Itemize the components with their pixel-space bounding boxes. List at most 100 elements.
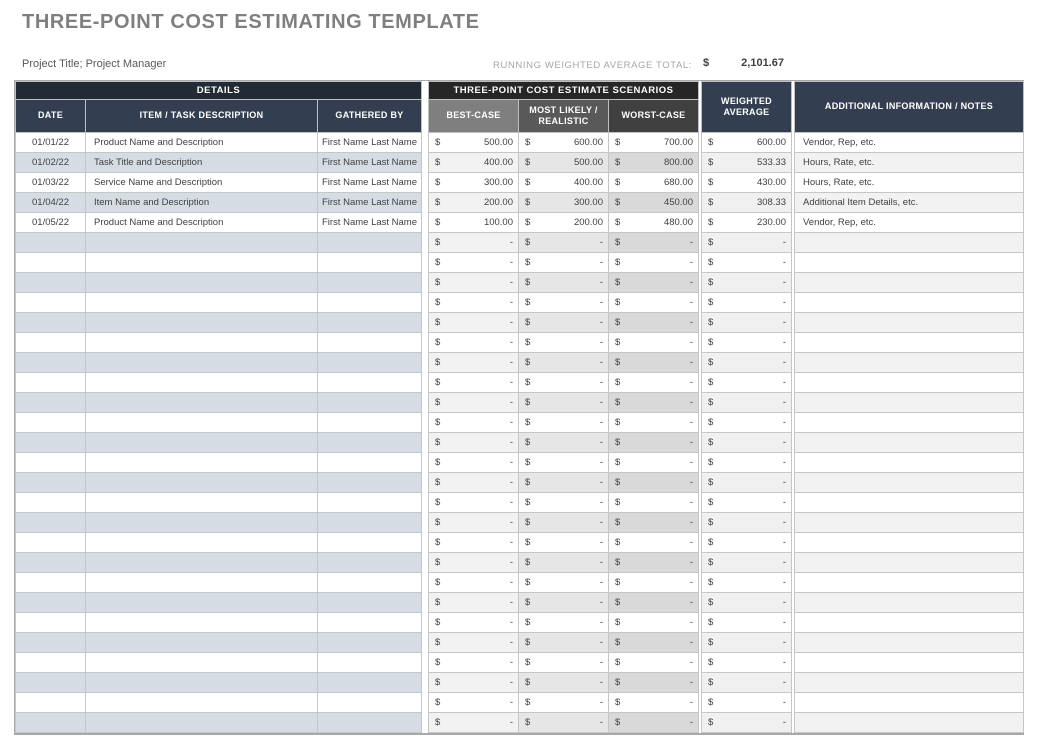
best-case-cell[interactable]: $ - xyxy=(428,412,519,433)
worst-case-cell[interactable]: $ - xyxy=(608,712,699,733)
weighted-average-cell[interactable]: $ - xyxy=(701,472,792,493)
item-description-cell[interactable] xyxy=(85,312,318,333)
best-case-cell[interactable]: $ - xyxy=(428,632,519,653)
worst-case-cell[interactable]: $ - xyxy=(608,492,699,513)
item-description-cell[interactable]: Product Name and Description xyxy=(85,132,318,153)
date-cell[interactable]: 01/02/22 xyxy=(15,152,86,173)
worst-case-cell[interactable]: $ - xyxy=(608,452,699,473)
notes-cell[interactable] xyxy=(794,252,1024,273)
notes-cell[interactable] xyxy=(794,352,1024,373)
weighted-average-cell[interactable]: $ - xyxy=(701,712,792,733)
most-likely-cell[interactable]: $ - xyxy=(518,332,609,353)
weighted-average-cell[interactable]: $ - xyxy=(701,592,792,613)
worst-case-cell[interactable]: $ - xyxy=(608,512,699,533)
worst-case-cell[interactable]: $ - xyxy=(608,532,699,553)
worst-case-cell[interactable]: $700.00 xyxy=(608,132,699,153)
gathered-by-cell[interactable] xyxy=(317,252,422,273)
date-cell[interactable] xyxy=(15,372,86,393)
gathered-by-cell[interactable]: First Name Last Name xyxy=(317,132,422,153)
worst-case-cell[interactable]: $480.00 xyxy=(608,212,699,233)
best-case-cell[interactable]: $ - xyxy=(428,572,519,593)
item-description-cell[interactable]: Service Name and Description xyxy=(85,172,318,193)
weighted-average-cell[interactable]: $ - xyxy=(701,552,792,573)
date-cell[interactable] xyxy=(15,452,86,473)
most-likely-cell[interactable]: $600.00 xyxy=(518,132,609,153)
item-description-cell[interactable] xyxy=(85,612,318,633)
item-description-cell[interactable] xyxy=(85,412,318,433)
item-description-cell[interactable] xyxy=(85,372,318,393)
best-case-cell[interactable]: $ - xyxy=(428,272,519,293)
date-cell[interactable] xyxy=(15,632,86,653)
best-case-cell[interactable]: $ - xyxy=(428,692,519,713)
gathered-by-cell[interactable] xyxy=(317,532,422,553)
most-likely-cell[interactable]: $200.00 xyxy=(518,212,609,233)
most-likely-cell[interactable]: $ - xyxy=(518,232,609,253)
weighted-average-cell[interactable]: $ - xyxy=(701,652,792,673)
notes-cell[interactable] xyxy=(794,592,1024,613)
gathered-by-cell[interactable] xyxy=(317,692,422,713)
best-case-cell[interactable]: $ - xyxy=(428,392,519,413)
date-cell[interactable] xyxy=(15,352,86,373)
worst-case-cell[interactable]: $ - xyxy=(608,672,699,693)
notes-cell[interactable] xyxy=(794,432,1024,453)
weighted-average-cell[interactable]: $ - xyxy=(701,272,792,293)
notes-cell[interactable] xyxy=(794,312,1024,333)
notes-cell[interactable] xyxy=(794,392,1024,413)
best-case-cell[interactable]: $ - xyxy=(428,652,519,673)
notes-cell[interactable]: Vendor, Rep, etc. xyxy=(794,212,1024,233)
weighted-average-cell[interactable]: $600.00 xyxy=(701,132,792,153)
gathered-by-cell[interactable] xyxy=(317,332,422,353)
notes-cell[interactable] xyxy=(794,532,1024,553)
most-likely-cell[interactable]: $ - xyxy=(518,592,609,613)
worst-case-cell[interactable]: $ - xyxy=(608,352,699,373)
best-case-cell[interactable]: $ - xyxy=(428,512,519,533)
project-title-field[interactable]: Project Title; Project Manager xyxy=(22,58,167,70)
worst-case-cell[interactable]: $ - xyxy=(608,472,699,493)
date-cell[interactable] xyxy=(15,272,86,293)
most-likely-cell[interactable]: $ - xyxy=(518,352,609,373)
gathered-by-cell[interactable] xyxy=(317,472,422,493)
best-case-cell[interactable]: $400.00 xyxy=(428,152,519,173)
gathered-by-cell[interactable] xyxy=(317,712,422,733)
notes-cell[interactable] xyxy=(794,372,1024,393)
worst-case-cell[interactable]: $ - xyxy=(608,552,699,573)
worst-case-cell[interactable]: $ - xyxy=(608,592,699,613)
notes-cell[interactable] xyxy=(794,672,1024,693)
worst-case-cell[interactable]: $ - xyxy=(608,332,699,353)
best-case-cell[interactable]: $300.00 xyxy=(428,172,519,193)
best-case-cell[interactable]: $ - xyxy=(428,332,519,353)
most-likely-cell[interactable]: $ - xyxy=(518,692,609,713)
worst-case-cell[interactable]: $ - xyxy=(608,272,699,293)
notes-cell[interactable] xyxy=(794,612,1024,633)
date-cell[interactable] xyxy=(15,432,86,453)
notes-cell[interactable] xyxy=(794,712,1024,733)
best-case-cell[interactable]: $200.00 xyxy=(428,192,519,213)
date-cell[interactable] xyxy=(15,552,86,573)
notes-cell[interactable] xyxy=(794,332,1024,353)
notes-cell[interactable] xyxy=(794,292,1024,313)
worst-case-cell[interactable]: $ - xyxy=(608,252,699,273)
worst-case-cell[interactable]: $ - xyxy=(608,312,699,333)
best-case-cell[interactable]: $ - xyxy=(428,312,519,333)
date-cell[interactable] xyxy=(15,532,86,553)
date-cell[interactable] xyxy=(15,592,86,613)
most-likely-cell[interactable]: $ - xyxy=(518,572,609,593)
weighted-average-cell[interactable]: $ - xyxy=(701,632,792,653)
notes-cell[interactable]: Hours, Rate, etc. xyxy=(794,172,1024,193)
date-cell[interactable] xyxy=(15,712,86,733)
item-description-cell[interactable]: Product Name and Description xyxy=(85,212,318,233)
date-cell[interactable] xyxy=(15,232,86,253)
item-description-cell[interactable] xyxy=(85,352,318,373)
best-case-cell[interactable]: $ - xyxy=(428,492,519,513)
item-description-cell[interactable] xyxy=(85,592,318,613)
gathered-by-cell[interactable] xyxy=(317,652,422,673)
date-cell[interactable] xyxy=(15,472,86,493)
item-description-cell[interactable] xyxy=(85,632,318,653)
item-description-cell[interactable] xyxy=(85,292,318,313)
notes-cell[interactable] xyxy=(794,472,1024,493)
worst-case-cell[interactable]: $ - xyxy=(608,292,699,313)
notes-cell[interactable] xyxy=(794,572,1024,593)
gathered-by-cell[interactable] xyxy=(317,452,422,473)
most-likely-cell[interactable]: $ - xyxy=(518,652,609,673)
gathered-by-cell[interactable] xyxy=(317,552,422,573)
